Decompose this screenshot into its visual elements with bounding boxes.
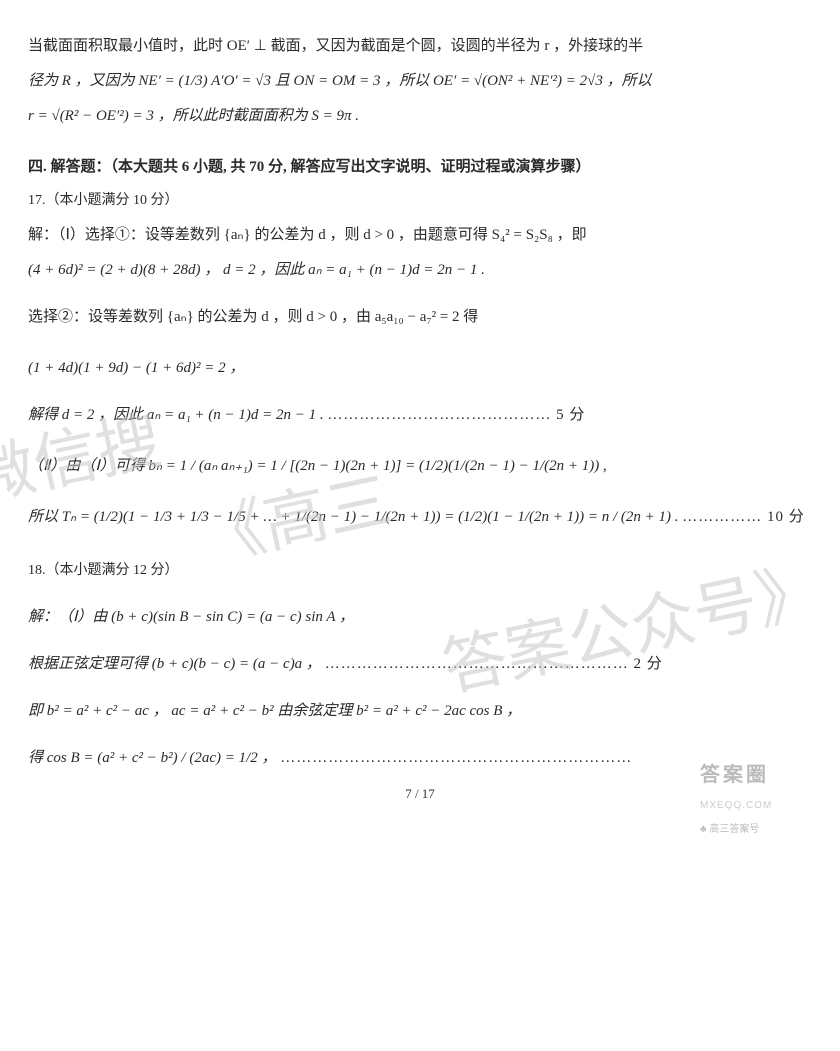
solution-line: 当截面面积取最小值时，此时 OE′ ⊥ 截面，又因为截面是个圆，设圆的半径为 r… [28,30,812,63]
q18-line: 即 b² = a² + c² − ac ， ac = a² + c² − b² … [28,695,812,728]
q18-title: 18.（本小题满分 12 分） [28,556,812,587]
page-footer: 7 / 17 [0,780,840,809]
q17-line: 选择②：设等差数列 {aₙ} 的公差为 d ，则 d > 0 ，由 a₅a₁₀ … [28,301,812,334]
score-dots: …………… 10 分 [682,509,805,525]
math-expr: r = √(R² − OE′²) = 3 ，所以此时截面面积为 S = 9π . [28,108,359,124]
q17-line: (1 + 4d)(1 + 9d) − (1 + 6d)² = 2 ， [28,352,812,385]
text: 当截面面积取最小值时，此时 OE′ ⊥ 截面，又因为截面是个圆，设圆的半径为 r… [28,38,643,54]
score-dots: ………………………………………………………… [280,750,632,766]
score-dots: …………………………………… 5 分 [327,407,585,423]
q18-line-scored: 得 cos B = (a² + c² − b²) / (2ac) = 1/2 ，… [28,742,812,775]
page-number: 7 / 17 [405,786,435,801]
math-expr: 解得 d = 2 ，因此 aₙ = a₁ + (n − 1)d = 2n − 1… [28,407,327,423]
spacer [28,289,812,299]
solution-line: r = √(R² − OE′²) = 3 ，所以此时截面面积为 S = 9π . [28,100,812,133]
q18-line-scored: 根据正弦定理可得 (b + c)(b − c) = (a − c)a ， ………… [28,648,812,681]
spacer [28,683,812,693]
spacer [28,636,812,646]
spacer [28,730,812,740]
section-4-header: 四. 解答题：（本大题共 6 小题, 共 70 分, 解答应写出文字说明、证明过… [28,151,812,184]
spacer [28,589,812,599]
math-expr: 解：（Ⅰ）由 (b + c)(sin B − sin C) = (a − c) … [28,609,354,625]
title-text: 17.（本小题满分 10 分） [28,193,179,208]
math-expr: 得 cos B = (a² + c² − b²) / (2ac) = 1/2 ， [28,750,277,766]
math-expr: （Ⅱ）由（Ⅰ）可得 bₙ = 1 / (aₙ aₙ₊₁) = 1 / [(2n … [28,458,607,474]
q17-line-scored: 所以 Tₙ = (1/2)(1 − 1/3 + 1/3 − 1/5 + … + … [28,501,812,534]
math-expr: 径为 R ，又因为 NE′ = (1/3) A′O′ = √3 且 ON = O… [28,73,652,89]
spacer [28,536,812,554]
math-expr: 即 b² = a² + c² − ac ， ac = a² + c² − b² … [28,703,521,719]
math-expr: (1 + 4d)(1 + 9d) − (1 + 6d)² = 2 ， [28,360,244,376]
q17-line-scored: 解得 d = 2 ，因此 aₙ = a₁ + (n − 1)d = 2n − 1… [28,399,812,432]
q17-line: （Ⅱ）由（Ⅰ）可得 bₙ = 1 / (aₙ aₙ₊₁) = 1 / [(2n … [28,450,812,483]
text: 解：（Ⅰ）选择①：设等差数列 {aₙ} 的公差为 d ，则 d > 0 ，由题意… [28,227,587,243]
q17-line: 解：（Ⅰ）选择①：设等差数列 {aₙ} 的公差为 d ，则 d > 0 ，由题意… [28,219,812,252]
spacer [28,434,812,448]
solution-line: 径为 R ，又因为 NE′ = (1/3) A′O′ = √3 且 ON = O… [28,65,812,98]
math-expr: 所以 Tₙ = (1/2)(1 − 1/3 + 1/3 − 1/5 + … + … [28,509,682,525]
score-dots: ………………………………………………… 2 分 [325,656,663,672]
spacer [28,336,812,350]
brand-sub: ♣ 高三答案号 [700,819,830,841]
spacer [28,485,812,499]
title-text: 18.（本小题满分 12 分） [28,563,179,578]
spacer [28,387,812,397]
q18-line: 解：（Ⅰ）由 (b + c)(sin B − sin C) = (a − c) … [28,601,812,634]
q17-title: 17.（本小题满分 10 分） [28,186,812,217]
q17-line: (4 + 6d)² = (2 + d)(8 + 28d) ， d = 2 ，因此… [28,254,812,287]
math-expr: (4 + 6d)² = (2 + d)(8 + 28d) ， d = 2 ，因此… [28,262,485,278]
math-expr: 根据正弦定理可得 (b + c)(b − c) = (a − c)a ， [28,656,321,672]
header-text: 四. 解答题：（本大题共 6 小题, 共 70 分, 解答应写出文字说明、证明过… [28,159,591,175]
spacer [28,135,812,149]
text: 选择②：设等差数列 {aₙ} 的公差为 d ，则 d > 0 ，由 a₅a₁₀ … [28,309,478,325]
